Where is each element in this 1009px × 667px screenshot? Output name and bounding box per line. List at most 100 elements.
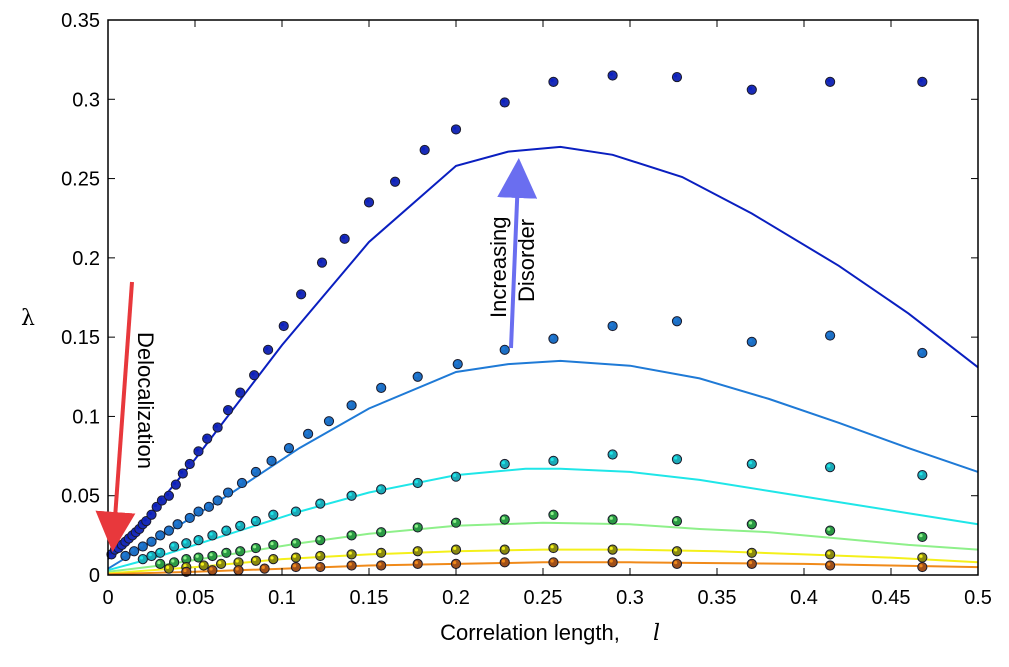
data-point-disorder-3 — [450, 517, 462, 528]
data-point-highlight — [919, 78, 923, 83]
data-point-highlight — [317, 537, 321, 541]
data-point-highlight — [293, 564, 297, 568]
data-point-highlight — [609, 516, 613, 520]
y-tick-label: 0.25 — [61, 169, 100, 191]
data-point-disorder-4 — [825, 462, 836, 473]
data-point-highlight — [748, 86, 753, 91]
data-point-disorder-1 — [376, 560, 387, 571]
data-point-highlight — [253, 518, 257, 522]
data-point-highlight — [827, 332, 831, 336]
data-point-disorder-2 — [825, 549, 836, 560]
data-point-highlight — [919, 554, 923, 558]
x-tick-label: 0.45 — [872, 587, 911, 609]
data-point-highlight — [454, 361, 459, 365]
data-point-highlight — [166, 527, 170, 531]
data-point-highlight — [348, 532, 352, 536]
data-point-highlight — [166, 492, 170, 497]
data-point-highlight — [253, 557, 257, 562]
data-point-highlight — [341, 235, 345, 240]
data-point-highlight — [366, 199, 370, 203]
data-point-disorder-4 — [548, 455, 559, 466]
data-point-disorder-2 — [250, 555, 261, 566]
x-tick-label: 0.4 — [790, 587, 818, 609]
data-point-disorder-6 — [170, 479, 181, 490]
data-point-highlight — [414, 480, 419, 484]
data-point-disorder-5 — [250, 466, 261, 478]
data-point-disorder-3 — [607, 514, 618, 525]
data-point-disorder-3 — [548, 509, 559, 520]
data-point-highlight — [501, 516, 506, 520]
data-point-highlight — [293, 508, 297, 512]
data-point-highlight — [143, 518, 147, 522]
x-tick-label: 0.15 — [350, 587, 389, 609]
data-point-disorder-5 — [203, 501, 215, 512]
data-point-highlight — [319, 259, 323, 263]
data-point-disorder-6 — [163, 490, 174, 501]
x-tick-label: 0.25 — [524, 587, 563, 609]
data-point-highlight — [159, 497, 163, 501]
data-point-disorder-6 — [184, 458, 195, 470]
data-point-highlight — [609, 323, 613, 327]
x-tick-label: 0.3 — [616, 587, 644, 609]
plot-frame — [107, 19, 979, 576]
data-point-disorder-5 — [137, 541, 148, 552]
data-point-highlight — [139, 543, 144, 547]
data-point-disorder-1 — [450, 558, 462, 570]
data-point-disorder-1 — [346, 560, 357, 571]
data-point-highlight — [235, 567, 239, 571]
data-point-highlight — [239, 480, 243, 484]
data-point-highlight — [378, 529, 382, 533]
data-point-disorder-3 — [250, 542, 261, 554]
data-point-highlight — [748, 549, 753, 554]
data-point-disorder-2 — [376, 547, 387, 558]
data-point-highlight — [270, 541, 274, 546]
x-tick-label: 0.05 — [176, 587, 215, 609]
data-point-highlight — [153, 503, 158, 508]
data-point-disorder-4 — [221, 525, 232, 536]
data-point-highlight — [453, 126, 457, 130]
data-point-disorder-1 — [499, 557, 510, 568]
data-point-disorder-3 — [499, 514, 510, 525]
x-tick-label: 0.2 — [442, 587, 470, 609]
data-point-disorder-5 — [146, 536, 157, 547]
data-point-highlight — [748, 339, 753, 343]
data-point-highlight — [171, 543, 175, 547]
increasing-disorder-label-line2: Disorder — [514, 219, 539, 302]
data-point-highlight — [148, 553, 152, 557]
data-point-highlight — [378, 486, 382, 490]
data-point-disorder-2 — [346, 549, 357, 560]
data-point-highlight — [223, 549, 227, 554]
data-point-highlight — [235, 559, 239, 563]
data-point-highlight — [348, 492, 352, 497]
data-point-disorder-5 — [222, 487, 234, 498]
data-point-disorder-3 — [193, 552, 204, 563]
data-point-highlight — [317, 553, 321, 557]
data-point-highlight — [253, 469, 257, 473]
data-point-highlight — [550, 511, 554, 516]
data-point-highlight — [195, 554, 199, 558]
data-point-disorder-3 — [155, 558, 166, 570]
data-point-highlight — [174, 521, 178, 525]
data-point-highlight — [317, 500, 321, 504]
data-point-highlight — [550, 457, 554, 462]
data-point-disorder-2 — [548, 542, 559, 554]
y-tick-label: 0.1 — [72, 406, 100, 428]
data-point-disorder-3 — [290, 538, 302, 549]
y-tick-label: 0.05 — [61, 486, 100, 508]
delocalization-label: Delocalization — [133, 332, 158, 469]
data-point-disorder-5 — [671, 316, 683, 327]
data-point-highlight — [501, 346, 506, 351]
data-point-highlight — [209, 532, 213, 536]
data-point-highlight — [186, 515, 191, 519]
data-point-highlight — [268, 457, 272, 462]
data-point-highlight — [172, 481, 177, 485]
data-point-disorder-4 — [315, 498, 326, 509]
y-tick-label: 0.2 — [72, 248, 100, 270]
data-point-disorder-3 — [235, 546, 246, 557]
data-point-disorder-6 — [222, 404, 234, 416]
data-point-disorder-6 — [499, 97, 510, 108]
data-point-disorder-2 — [268, 554, 279, 565]
data-point-disorder-6 — [212, 422, 223, 433]
data-point-disorder-2 — [450, 544, 462, 555]
data-point-disorder-5 — [346, 400, 357, 411]
